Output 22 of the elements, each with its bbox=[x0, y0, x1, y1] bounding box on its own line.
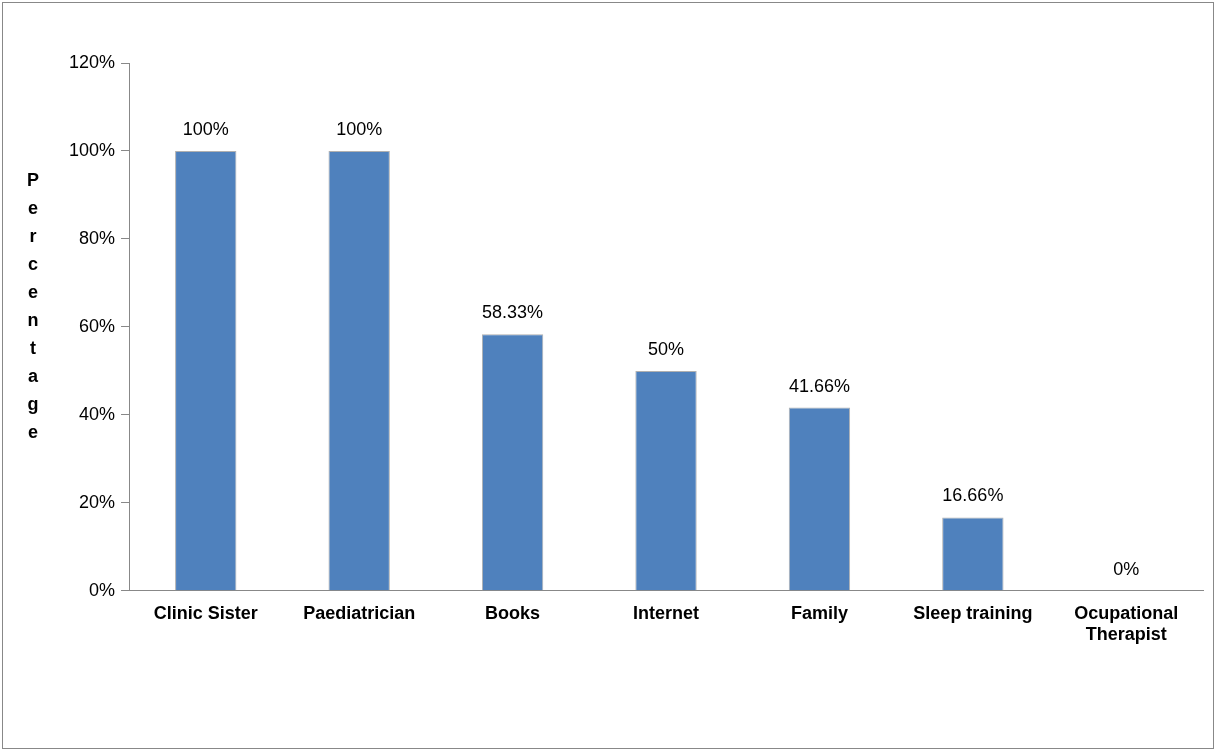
data-label: 100% bbox=[336, 118, 383, 139]
y-tick-label: 0% bbox=[89, 579, 116, 600]
y-tick-label: 80% bbox=[79, 227, 116, 248]
y-tick-label: 20% bbox=[79, 491, 116, 512]
text: Percentage bbox=[26, 169, 40, 442]
data-label: 100% bbox=[182, 118, 229, 139]
data-label: 50% bbox=[648, 338, 685, 359]
data-label: 0% bbox=[1113, 558, 1140, 579]
x-tick-label: Ocupational Therapist bbox=[1074, 602, 1179, 645]
x-tick-label: Family bbox=[790, 602, 848, 623]
y-tick-label: 60% bbox=[79, 315, 116, 336]
x-tick-label: Clinic Sister bbox=[153, 602, 258, 623]
x-tick-label: Sleep training bbox=[913, 602, 1033, 623]
x-tick-label: Paediatrician bbox=[303, 602, 416, 623]
x-tick-label: Books bbox=[485, 602, 541, 623]
x-tick-label: Internet bbox=[633, 602, 700, 623]
y-tick-label: 120% bbox=[68, 51, 116, 72]
data-label: 41.66% bbox=[788, 375, 850, 396]
y-tick-label: 100% bbox=[68, 139, 116, 160]
y-tick-label: 40% bbox=[79, 403, 116, 424]
data-label: 58.33% bbox=[482, 302, 544, 323]
data-label: 16.66% bbox=[942, 485, 1004, 506]
